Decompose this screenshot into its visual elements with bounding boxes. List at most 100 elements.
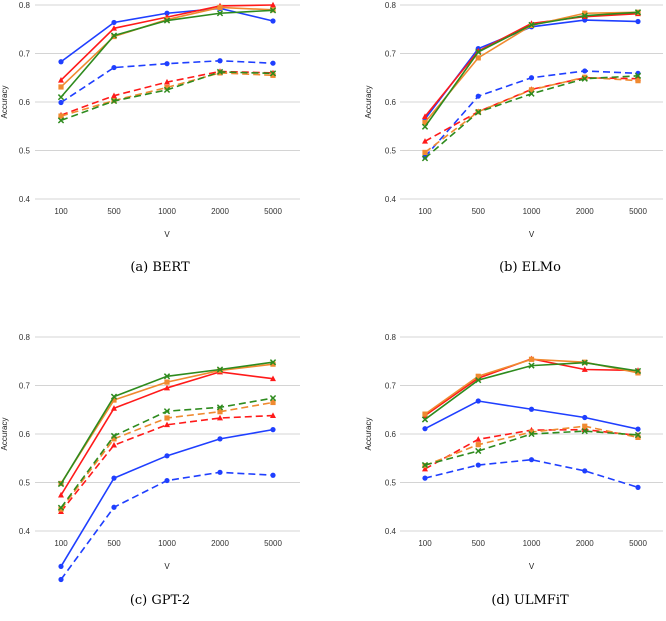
- data-point-square: [270, 72, 276, 78]
- data-point-square: [217, 4, 223, 11]
- data-point-circle: [270, 18, 276, 24]
- x-axis-title: V: [529, 562, 535, 571]
- data-point-x: [421, 155, 429, 162]
- series-green-solid: [57, 7, 277, 101]
- data-point-circle: [58, 576, 64, 583]
- x-tick-label: 100: [54, 207, 68, 216]
- data-point-square: [582, 10, 588, 16]
- x-tick-label: 100: [418, 207, 432, 216]
- data-point-square: [270, 361, 276, 367]
- chart-panel-4: 0.4 0.5 0.6 0.7 0.8 100 500 1000 2000 5000 V Accura…: [364, 333, 663, 608]
- y-tick-label: 0.6: [19, 98, 31, 107]
- x-tick-label: 5000: [629, 207, 647, 216]
- y-tick-label: 0.6: [385, 98, 397, 107]
- x-tick-label: 5000: [264, 207, 282, 216]
- series-green-dashed: [421, 72, 642, 162]
- data-point-circle: [58, 99, 64, 106]
- data-point-circle: [217, 469, 223, 475]
- data-point-square: [164, 415, 170, 421]
- series-orange-dashed: [58, 70, 276, 119]
- series-green-solid: [57, 359, 277, 488]
- series-line: [424, 358, 639, 415]
- series-red-dashed: [58, 412, 276, 514]
- data-point-circle: [58, 59, 64, 65]
- data-point-triangle: [164, 78, 170, 85]
- data-point-triangle: [217, 414, 223, 421]
- data-point-square: [528, 87, 535, 93]
- x-tick-label: 500: [472, 539, 486, 548]
- data-point-x: [528, 21, 535, 29]
- data-point-circle: [635, 18, 641, 25]
- x-axis-title: V: [529, 230, 535, 239]
- series-blue-dashed: [422, 68, 641, 160]
- y-axis-title: Accuracy: [364, 86, 373, 119]
- data-point-circle: [111, 475, 117, 481]
- series-green-dashed: [57, 394, 277, 511]
- data-point-circle: [635, 426, 641, 432]
- x-tick-label: 5000: [629, 539, 647, 548]
- y-tick-label: 0.4: [385, 527, 397, 536]
- data-point-circle: [475, 462, 481, 468]
- data-point-x: [581, 427, 588, 435]
- data-point-circle: [217, 436, 223, 442]
- data-point-x: [421, 461, 429, 469]
- x-axis-title: V: [164, 230, 170, 239]
- series-blue-dashed: [58, 58, 276, 106]
- x-tick-label: 2000: [211, 539, 229, 548]
- x-tick-label: 500: [107, 539, 121, 548]
- x-tick-label: 2000: [576, 539, 594, 548]
- data-point-circle: [164, 61, 170, 67]
- data-point-x: [421, 416, 429, 423]
- data-point-x: [163, 17, 171, 24]
- data-point-triangle: [58, 491, 64, 498]
- data-point-x: [110, 97, 118, 105]
- data-point-triangle: [111, 25, 117, 31]
- data-point-x: [216, 366, 224, 373]
- data-point-circle: [475, 398, 481, 404]
- data-point-circle: [582, 468, 588, 474]
- data-point-circle: [270, 427, 276, 433]
- series-orange-solid: [58, 4, 276, 90]
- data-point-circle: [164, 453, 170, 459]
- data-point-circle: [217, 58, 223, 64]
- data-point-square: [111, 397, 117, 403]
- data-point-x: [528, 90, 535, 97]
- data-point-square: [475, 442, 481, 448]
- data-point-square: [635, 78, 641, 84]
- x-axis-title: V: [164, 562, 170, 571]
- data-point-x: [57, 480, 65, 488]
- y-tick-label: 0.5: [385, 479, 397, 488]
- chart-caption: (d) ULMFiT: [491, 593, 569, 608]
- data-point-square: [217, 409, 223, 415]
- data-point-x: [581, 75, 588, 82]
- data-point-circle: [111, 504, 117, 510]
- y-tick-label: 0.7: [19, 50, 31, 59]
- y-tick-label: 0.5: [19, 479, 31, 488]
- x-tick-label: 100: [54, 539, 68, 548]
- series-blue-solid: [422, 398, 641, 432]
- data-point-triangle: [270, 412, 276, 418]
- series-blue-dashed: [422, 457, 641, 490]
- data-point-triangle: [164, 384, 170, 391]
- series-red-dashed: [58, 68, 276, 118]
- data-point-x: [421, 123, 429, 130]
- data-point-x: [269, 394, 277, 402]
- data-point-x: [475, 109, 482, 116]
- data-point-x: [216, 10, 224, 17]
- data-point-x: [528, 430, 535, 438]
- data-point-circle: [475, 93, 481, 99]
- y-tick-label: 0.7: [385, 50, 397, 59]
- chart-panel-1: 0.4 0.5 0.6 0.7 0.8 100 500 1000 2000 5000 V Accura…: [0, 1, 300, 275]
- data-point-triangle: [422, 113, 428, 119]
- data-point-triangle: [422, 465, 428, 472]
- data-point-x: [269, 359, 277, 366]
- data-point-x: [110, 432, 118, 440]
- y-axis-title: Accuracy: [0, 86, 9, 119]
- y-tick-label: 0.7: [385, 382, 397, 391]
- y-tick-label: 0.8: [385, 1, 397, 10]
- series-red-solid: [58, 368, 276, 498]
- series-orange-solid: [422, 9, 641, 125]
- series-line: [424, 458, 639, 489]
- series-line: [60, 72, 274, 117]
